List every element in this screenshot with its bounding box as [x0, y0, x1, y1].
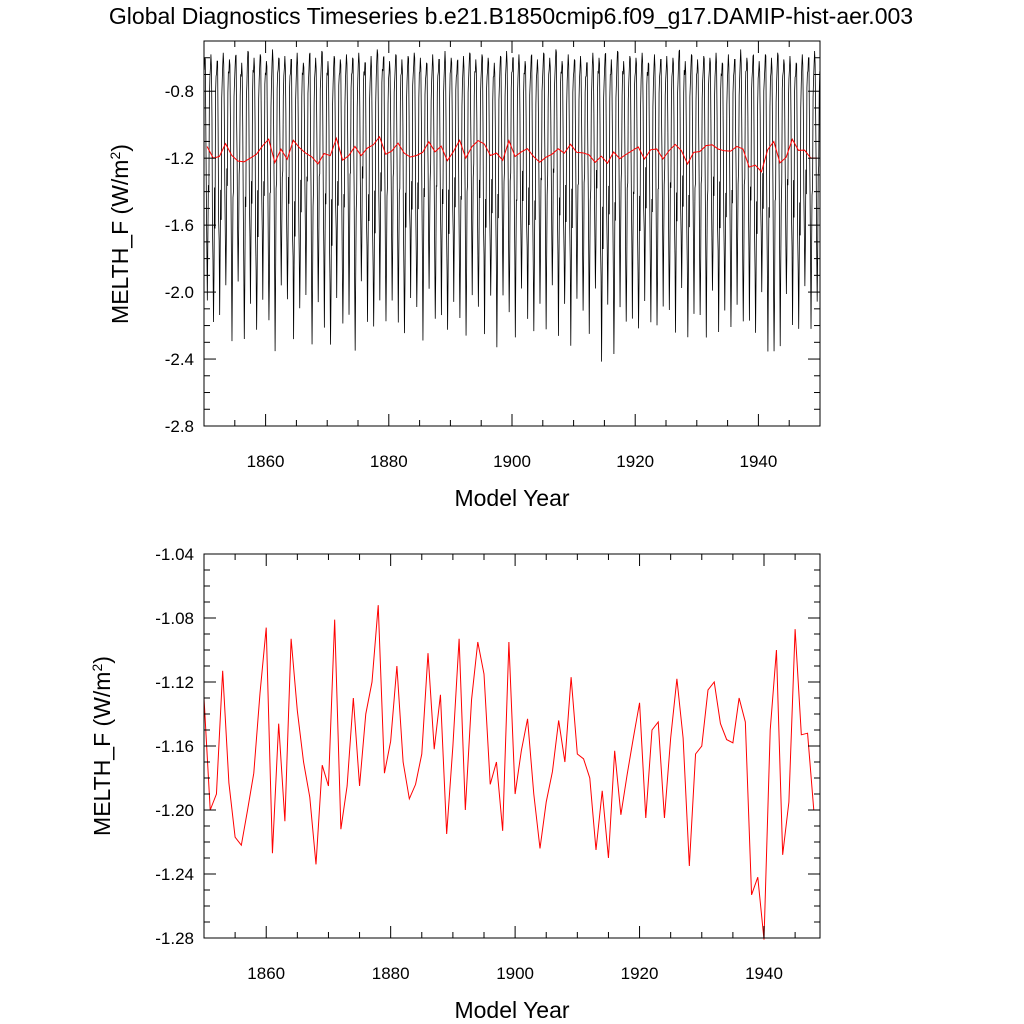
x-axis-label: Model Year: [454, 485, 569, 511]
y-tick-label: -1.6: [165, 216, 194, 235]
y-tick-label: -1.12: [155, 673, 194, 692]
plot-frame: [203, 553, 821, 939]
y-axis-label: MELTH_F (W/m2): [89, 656, 115, 836]
x-tick-label: 1880: [370, 452, 408, 471]
x-tick-label: 1900: [493, 452, 531, 471]
y-tick-label: -2.0: [165, 283, 194, 302]
x-tick-label: 1900: [496, 964, 534, 983]
y-tick-label: -1.28: [155, 929, 194, 948]
y-tick-label: -1.24: [155, 865, 194, 884]
x-tick-label: 1920: [621, 964, 659, 983]
y-axis-label: MELTH_F (W/m2): [107, 144, 133, 324]
x-tick-label: 1920: [616, 452, 654, 471]
y-tick-label: -2.8: [165, 417, 194, 436]
chart-title: Global Diagnostics Timeseries b.e21.B185…: [109, 3, 913, 29]
x-tick-label: 1860: [247, 964, 285, 983]
x-tick-label: 1940: [739, 452, 777, 471]
y-tick-label: -1.16: [155, 737, 194, 756]
y-tick-label: -1.08: [155, 609, 194, 628]
y-tick-label: -1.04: [155, 545, 194, 564]
y-tick-label: -0.8: [165, 82, 194, 101]
bottom-panel: 1860 1880 1900 1920 1940 -1.04 -1.08 -1.12 -1.16…: [89, 545, 821, 1023]
x-tick-label: 1940: [745, 964, 783, 983]
y-tick-label: -1.2: [165, 149, 194, 168]
annual-series-line: [203, 605, 820, 940]
annual-series-line: [206, 135, 817, 173]
x-tick-label: 1860: [247, 452, 285, 471]
top-panel: 1860 1880 1900 1920 1940 -0.8 -1.2 -1.6 -2.0 -2.4…: [107, 40, 821, 511]
x-tick-label: 1880: [372, 964, 410, 983]
y-tick-label: -1.20: [155, 801, 194, 820]
plot-frame: [203, 40, 821, 427]
monthly-series-line: [203, 49, 821, 362]
x-axis-label: Model Year: [454, 997, 569, 1023]
y-tick-label: -2.4: [165, 350, 194, 369]
